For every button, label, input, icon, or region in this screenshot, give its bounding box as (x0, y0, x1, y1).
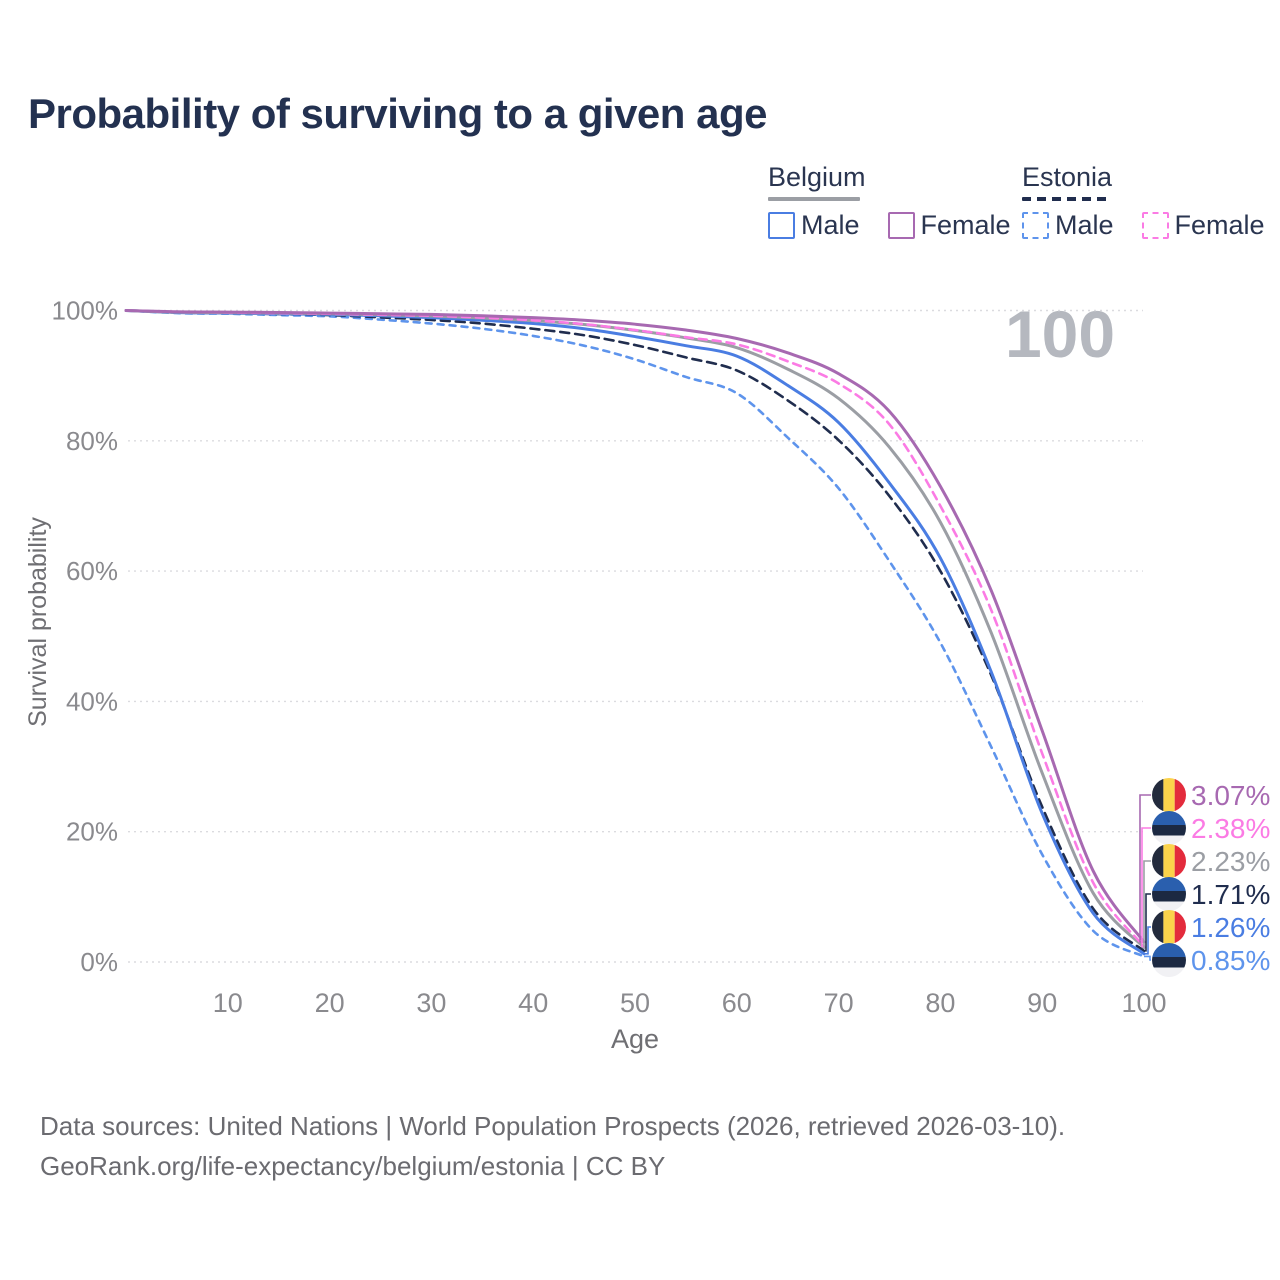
x-tick-label-10: 10 (213, 988, 243, 1018)
end-label-value-belgium_male: 1.26% (1191, 912, 1270, 943)
y-tick-label-40: 40% (66, 686, 118, 716)
end-label-connector-estonia_total (1144, 893, 1151, 952)
series-line-belgium_total[interactable] (124, 309, 1146, 949)
legend-checkbox-estonia-female[interactable] (1141, 212, 1169, 239)
flag-icon-estonia (1152, 811, 1186, 845)
legend-estonia-line-swatch (1022, 197, 1108, 201)
series-line-estonia_female[interactable] (124, 309, 1146, 948)
end-label-connector-belgium_male (1144, 926, 1151, 955)
legend-checkbox-belgium-male[interactable] (768, 212, 795, 239)
legend-label-estonia-female[interactable]: Female (1174, 210, 1265, 240)
x-tick-label-80: 80 (925, 988, 955, 1018)
end-label-value-belgium_female: 3.07% (1191, 780, 1270, 811)
y-tick-label-20: 20% (66, 817, 118, 847)
end-label-value-estonia_female: 2.38% (1191, 813, 1270, 844)
legend-group-belgium: Belgium Male Female (768, 162, 1033, 241)
x-tick-label-70: 70 (824, 988, 854, 1018)
y-axis-title: Survival probability (24, 517, 52, 727)
flag-icon-estonia (1152, 877, 1186, 911)
y-tick-label-100: 100% (52, 296, 119, 326)
end-label-connector-belgium_total (1143, 860, 1151, 948)
page-title: Probability of surviving to a given age (28, 90, 767, 137)
series-line-belgium_female[interactable] (124, 309, 1146, 944)
flag-icon-belgium (1152, 844, 1186, 878)
footer-line-sources: Data sources: United Nations | World Pop… (40, 1111, 1066, 1141)
y-tick-label-0: 0% (80, 947, 118, 977)
legend-belgium-title: Belgium (768, 162, 866, 192)
legend-checkbox-estonia-male[interactable] (1022, 212, 1049, 239)
legend-group-estonia: Estonia Male Female (1022, 162, 1280, 241)
x-tick-label-50: 50 (620, 988, 650, 1018)
end-label-connector-estonia_male (1144, 955, 1151, 961)
footer-line-url: GeoRank.org/life-expectancy/belgium/esto… (40, 1151, 666, 1181)
flag-icon-estonia (1152, 943, 1186, 977)
hover-age-watermark: 100 (1004, 297, 1116, 371)
flag-icon-belgium (1152, 910, 1186, 944)
y-tick-label-60: 60% (66, 556, 118, 586)
x-tick-label-100: 100 (1121, 988, 1166, 1018)
end-label-connector-estonia_female (1141, 827, 1151, 948)
end-label-value-estonia_male: 0.85% (1191, 945, 1270, 976)
x-tick-label-60: 60 (722, 988, 752, 1018)
legend-label-estonia-male[interactable]: Male (1055, 210, 1114, 240)
end-label-value-estonia_total: 1.71% (1191, 879, 1270, 910)
flag-icon-belgium (1152, 778, 1186, 812)
x-axis-title: Age (611, 1024, 659, 1054)
end-label-value-belgium_total: 2.23% (1191, 846, 1270, 877)
legend-label-belgium-male[interactable]: Male (801, 210, 860, 240)
data-sources-footer: Data sources: United Nations | World Pop… (40, 1106, 1065, 1186)
x-tick-label-30: 30 (416, 988, 446, 1018)
x-tick-label-20: 20 (315, 988, 345, 1018)
y-tick-label-80: 80% (66, 426, 118, 456)
legend-belgium-line-swatch (768, 197, 860, 201)
x-tick-label-90: 90 (1027, 988, 1057, 1018)
x-tick-label-40: 40 (518, 988, 548, 1018)
legend-checkbox-belgium-female[interactable] (887, 212, 915, 239)
legend-estonia-title: Estonia (1022, 162, 1113, 192)
legend-label-belgium-female[interactable]: Female (920, 210, 1011, 240)
